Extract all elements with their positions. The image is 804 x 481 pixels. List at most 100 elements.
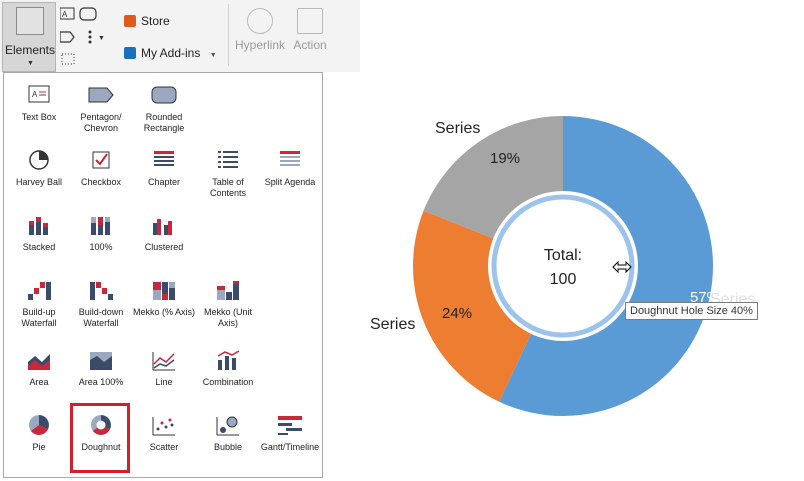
- doughnut-slice-2[interactable]: [423, 116, 563, 239]
- gallery-item-label: Pentagon/ Chevron: [80, 112, 122, 133]
- gallery-item-stacked-chart[interactable]: Stacked: [7, 213, 71, 253]
- gallery-item-label: Area: [29, 377, 49, 387]
- gallery-item-combination-chart[interactable]: Combination: [196, 348, 260, 388]
- svg-text:A: A: [62, 10, 68, 19]
- gallery-item-mekko-unit[interactable]: Mekko (Unit Axis): [196, 278, 260, 329]
- gallery-item-percent-chart[interactable]: 100%: [69, 213, 133, 253]
- chapter-icon: [150, 148, 178, 172]
- stacked-chart-icon: [25, 213, 53, 237]
- gallery-item-label: Pie: [32, 442, 46, 452]
- addins-label: My Add-ins: [141, 46, 201, 60]
- tooltip: Doughnut Hole Size 40%: [625, 302, 758, 320]
- gallery-item-label: Clustered: [144, 242, 184, 252]
- gallery-item-area-100[interactable]: Area 100%: [69, 348, 133, 388]
- star-icon: [297, 8, 323, 34]
- slice-percent-label: 19%: [490, 150, 520, 167]
- gantt-timeline-icon: [276, 413, 304, 437]
- gallery-item-label: Area 100%: [78, 377, 124, 387]
- slice-percent-label: 24%: [442, 305, 472, 322]
- doughnut-slice-1[interactable]: [413, 210, 532, 402]
- mekko-percent-icon: [150, 278, 178, 302]
- elements-button[interactable]: Elements ▼: [2, 2, 56, 72]
- gallery-item-gantt-timeline[interactable]: Gantt/Timeline: [258, 413, 322, 453]
- action-button[interactable]: Action: [290, 8, 330, 52]
- svg-text:▼: ▼: [98, 35, 104, 42]
- gallery-item-label: Chapter: [147, 177, 181, 187]
- area-chart-icon: [25, 348, 53, 372]
- mekko-unit-icon: [214, 278, 242, 302]
- chevron-down-icon: ▼: [209, 52, 217, 59]
- gallery-item-label: Mekko (% Axis): [132, 307, 195, 317]
- action-label: Action: [293, 38, 327, 52]
- elements-label: Elements: [4, 43, 56, 57]
- gallery-item-label: Mekko (Unit Axis): [203, 307, 252, 328]
- gallery-item-label: Line: [155, 377, 173, 387]
- center-total-value: 100: [550, 271, 577, 288]
- pentagon-chevron-icon: [87, 83, 115, 107]
- rounded-rectangle-icon: [150, 83, 178, 107]
- gallery-item-mekko-percent[interactable]: Mekko (% Axis): [132, 278, 196, 318]
- gallery-item-label: Split Agenda: [264, 177, 316, 187]
- gallery-item-label: Combination: [202, 377, 254, 387]
- slice-percent-label: 57%: [690, 289, 720, 306]
- doughnut-chart[interactable]: 57% 24% 19% Series Series Series Total: 100: [350, 100, 790, 430]
- series-label: Series: [370, 316, 415, 333]
- store-label: Store: [141, 14, 170, 28]
- gallery-item-pie-chart[interactable]: Pie: [7, 413, 71, 453]
- doughnut-slice-0[interactable]: [499, 116, 713, 416]
- gallery-item-builddown-waterfall[interactable]: Build-down Waterfall: [69, 278, 133, 329]
- gallery-item-pentagon-chevron[interactable]: Pentagon/ Chevron: [69, 83, 133, 134]
- scatter-chart-icon: [150, 413, 178, 437]
- store-icon: [124, 15, 136, 27]
- harvey-ball-icon: [25, 148, 53, 172]
- hyperlink-label: Hyperlink: [234, 38, 285, 52]
- my-addins-button[interactable]: My Add-ins ▼: [124, 46, 217, 60]
- gallery-item-rounded-rectangle[interactable]: Rounded Rectangle: [132, 83, 196, 134]
- gallery-item-text-box[interactable]: A Text Box: [7, 83, 71, 123]
- gallery-item-label: Checkbox: [80, 177, 122, 187]
- gallery-item-harvey-ball[interactable]: Harvey Ball: [7, 148, 71, 188]
- store-button[interactable]: Store: [124, 14, 170, 28]
- gallery-item-table-of-contents[interactable]: Table of Contents: [196, 148, 260, 199]
- builddown-waterfall-icon: [87, 278, 115, 302]
- pie-chart-icon: [25, 413, 53, 437]
- gallery-item-area-chart[interactable]: Area: [7, 348, 71, 388]
- gallery-item-doughnut-chart[interactable]: Doughnut: [69, 413, 133, 453]
- doughnut-highlight: [70, 403, 130, 473]
- gallery-item-label: Gantt/Timeline: [260, 442, 320, 452]
- area-100-icon: [87, 348, 115, 372]
- gallery-item-label: Rounded Rectangle: [143, 112, 185, 133]
- text-box-icon: A: [25, 83, 53, 107]
- resize-cursor-icon: [612, 260, 632, 274]
- buildup-waterfall-icon: [25, 278, 53, 302]
- hole-resize-ring[interactable]: [491, 194, 635, 338]
- ribbon: Elements ▼ A ▼ Store My Add-ins ▼ Hyperl…: [0, 0, 360, 72]
- gallery-item-split-agenda[interactable]: Split Agenda: [258, 148, 322, 188]
- gallery-item-checkbox[interactable]: Checkbox: [69, 148, 133, 188]
- gallery-item-label: Text Box: [21, 112, 57, 122]
- checkbox-icon: [87, 148, 115, 172]
- gallery-item-label: Scatter: [149, 442, 179, 452]
- split-agenda-icon: [276, 148, 304, 172]
- svg-text:A: A: [32, 90, 38, 99]
- gallery-item-label: Doughnut: [81, 442, 121, 452]
- line-chart-icon: [150, 348, 178, 372]
- addins-icon: [124, 47, 136, 59]
- gallery-item-label: Table of Contents: [209, 177, 247, 198]
- gallery-item-label: Build-up Waterfall: [21, 307, 57, 328]
- gallery-item-bubble-chart[interactable]: Bubble: [196, 413, 260, 453]
- gallery-item-clustered-chart[interactable]: Clustered: [132, 213, 196, 253]
- gallery-item-buildup-waterfall[interactable]: Build-up Waterfall: [7, 278, 71, 329]
- ribbon-separator: [228, 4, 229, 66]
- gallery-item-label: Stacked: [22, 242, 56, 252]
- doughnut-chart-icon: [87, 413, 115, 437]
- gallery-item-chapter[interactable]: Chapter: [132, 148, 196, 188]
- percent-chart-icon: [87, 213, 115, 237]
- gallery-item-label: Bubble: [213, 442, 243, 452]
- small-shape-icons[interactable]: A ▼: [60, 6, 104, 68]
- gallery-item-scatter-chart[interactable]: Scatter: [132, 413, 196, 453]
- gallery-item-line-chart[interactable]: Line: [132, 348, 196, 388]
- hyperlink-button[interactable]: Hyperlink: [232, 8, 288, 52]
- gallery-item-label: Harvey Ball: [15, 177, 62, 187]
